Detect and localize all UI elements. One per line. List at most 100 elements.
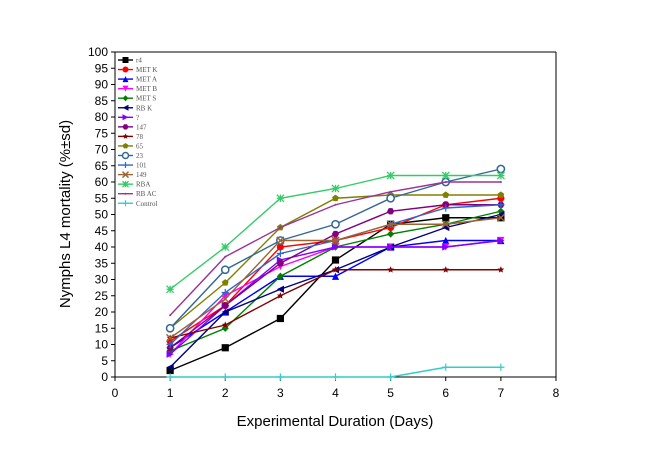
data-point (166, 350, 174, 358)
data-point (331, 256, 340, 264)
data-point (442, 191, 450, 198)
y-tick-label: 95 (95, 61, 109, 75)
data-point (331, 236, 340, 245)
data-point (221, 288, 229, 297)
data-point (496, 213, 506, 222)
legend-marker (122, 85, 129, 92)
legend-label: 78 (136, 133, 144, 141)
y-tick-label: 55 (95, 191, 109, 205)
data-point (497, 266, 505, 273)
legend-label: RB AC (136, 190, 157, 198)
legend-item: RB K (118, 104, 152, 112)
data-point (387, 243, 395, 251)
data-point (166, 373, 174, 381)
legend-item: 101 (118, 162, 147, 170)
y-tick-label: 25 (95, 289, 109, 303)
data-point (496, 164, 506, 174)
x-tick-label: 3 (277, 386, 284, 400)
data-point (276, 314, 284, 323)
legend-item: 65 (118, 142, 144, 150)
y-tick-label: 5 (101, 354, 108, 368)
data-point (221, 279, 229, 286)
data-point (441, 171, 450, 180)
legend-item: MET K (118, 66, 157, 74)
y-tick-label: 65 (95, 159, 109, 173)
data-point (221, 294, 230, 304)
data-point (387, 208, 395, 215)
data-point (444, 181, 447, 183)
data-point (497, 191, 505, 198)
x-tick-label: 6 (442, 386, 449, 400)
legend-item: ? (118, 114, 139, 122)
legend-item: MET S (118, 95, 156, 103)
legend-marker (122, 114, 129, 121)
y-tick-label: 20 (95, 305, 109, 319)
data-point (497, 201, 505, 209)
legend-label: RB K (136, 104, 152, 112)
data-point (276, 285, 284, 293)
x-tick-label: 5 (387, 386, 394, 400)
data-point (276, 249, 284, 258)
series (165, 213, 506, 343)
data-point (334, 203, 337, 206)
legend-label: MET S (136, 95, 156, 103)
legend-marker (121, 171, 130, 179)
legend-label: 23 (136, 152, 144, 160)
y-tick-label: 90 (95, 78, 109, 92)
data-point (387, 266, 395, 273)
data-point (165, 323, 175, 333)
data-point (221, 373, 229, 381)
legend-item: 147 (118, 123, 147, 131)
data-point (276, 292, 284, 299)
series (166, 236, 505, 352)
data-point (387, 373, 395, 381)
data-point (166, 366, 174, 375)
y-tick-label: 60 (95, 175, 109, 189)
legend-marker (122, 66, 129, 73)
data-point (276, 243, 284, 251)
y-tick-label: 15 (95, 321, 109, 335)
data-point (279, 226, 282, 229)
legend-marker (122, 124, 129, 130)
x-tick-label: 0 (112, 386, 119, 400)
data-point (442, 243, 450, 251)
x-tick-label: 8 (553, 386, 560, 400)
data-point (165, 333, 175, 343)
data-point (386, 193, 395, 203)
legend-item: 23 (118, 151, 144, 160)
x-tick-label: 4 (332, 386, 339, 400)
y-tick-label: 80 (95, 110, 109, 124)
legend-item: r4 (118, 57, 142, 65)
data-point (386, 220, 395, 229)
y-tick-label: 10 (95, 338, 109, 352)
legend-item: RB AC (118, 190, 157, 198)
series-line (169, 269, 501, 339)
y-tick-label: 100 (88, 45, 108, 59)
data-point (387, 230, 395, 238)
data-point (331, 373, 340, 381)
data-point (166, 363, 174, 371)
data-point (442, 363, 450, 371)
data-point (224, 255, 227, 258)
legend-marker (122, 200, 129, 207)
legend-label: r4 (136, 57, 142, 65)
y-axis-title: Nymphs L4 mortality (%±sd) (57, 120, 74, 308)
data-point (442, 236, 450, 245)
legend-label: 65 (136, 142, 144, 150)
data-point (497, 236, 505, 245)
data-point (497, 363, 505, 371)
data-point (331, 230, 340, 238)
series-group (165, 164, 506, 381)
y-tick-label: 75 (95, 126, 109, 140)
series (166, 236, 505, 358)
data-point (442, 214, 450, 222)
y-tick-label: 0 (101, 370, 108, 384)
legend-item: MET B (118, 85, 157, 93)
legend-marker (122, 76, 129, 83)
legend-marker (122, 142, 129, 149)
data-point (221, 324, 229, 332)
legend-marker (122, 57, 129, 63)
y-ticks: 0 5 10 15 20 25 30 35 40 45 50 55 60 65 70 75 80 85 90 95 10… (88, 45, 115, 384)
